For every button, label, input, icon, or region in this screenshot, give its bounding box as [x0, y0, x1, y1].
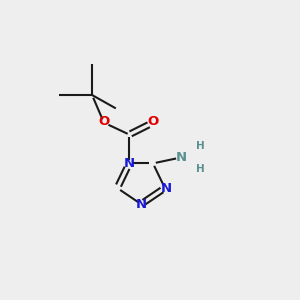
Text: O: O: [98, 115, 110, 128]
Text: O: O: [147, 115, 159, 128]
Text: N: N: [160, 182, 172, 194]
Text: N: N: [136, 198, 147, 211]
Text: N: N: [124, 157, 135, 170]
Text: N: N: [176, 151, 187, 164]
Text: H: H: [196, 164, 204, 174]
Text: H: H: [196, 140, 204, 151]
